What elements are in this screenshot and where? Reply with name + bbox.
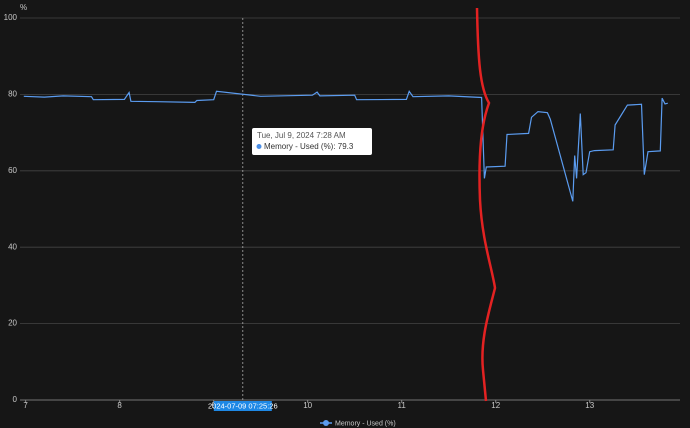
y-tick-label: 20 [8, 319, 17, 328]
x-tick-label: 8 [117, 401, 122, 410]
x-tick-label: 12 [491, 401, 500, 410]
x-tick-label: 13 [585, 401, 594, 410]
tooltip: Tue, Jul 9, 2024 7:28 AM Memory - Used (… [252, 128, 372, 155]
y-tick-label: 40 [8, 242, 17, 251]
legend-label: Memory - Used (%) [335, 420, 396, 427]
legend[interactable]: Memory - Used (%) [320, 420, 396, 427]
x-tick-label: 7 [23, 401, 28, 410]
tooltip-text: Memory - Used (%): 79.3 [264, 142, 354, 151]
cursor-label-box [213, 401, 272, 411]
y-tick-label: 60 [8, 166, 17, 175]
y-tick-label: 80 [8, 90, 17, 99]
x-tick-label: 10 [303, 401, 312, 410]
annotation-stroke [475, 7, 497, 402]
y-axis-label: % [20, 3, 27, 12]
tooltip-title: Tue, Jul 9, 2024 7:28 AM [257, 131, 346, 140]
tooltip-marker [256, 144, 262, 149]
y-tick-label: 100 [4, 13, 18, 22]
legend-marker [323, 420, 329, 426]
tooltip-box [252, 128, 372, 155]
cursor-label: 2024-07-09 07:25:26 [208, 401, 278, 410]
plot: 2024-07-09 07:25:26 [23, 18, 668, 411]
series-line [23, 89, 668, 202]
y-tick-label: 0 [13, 395, 18, 404]
x-tick-label: 11 [398, 401, 407, 410]
